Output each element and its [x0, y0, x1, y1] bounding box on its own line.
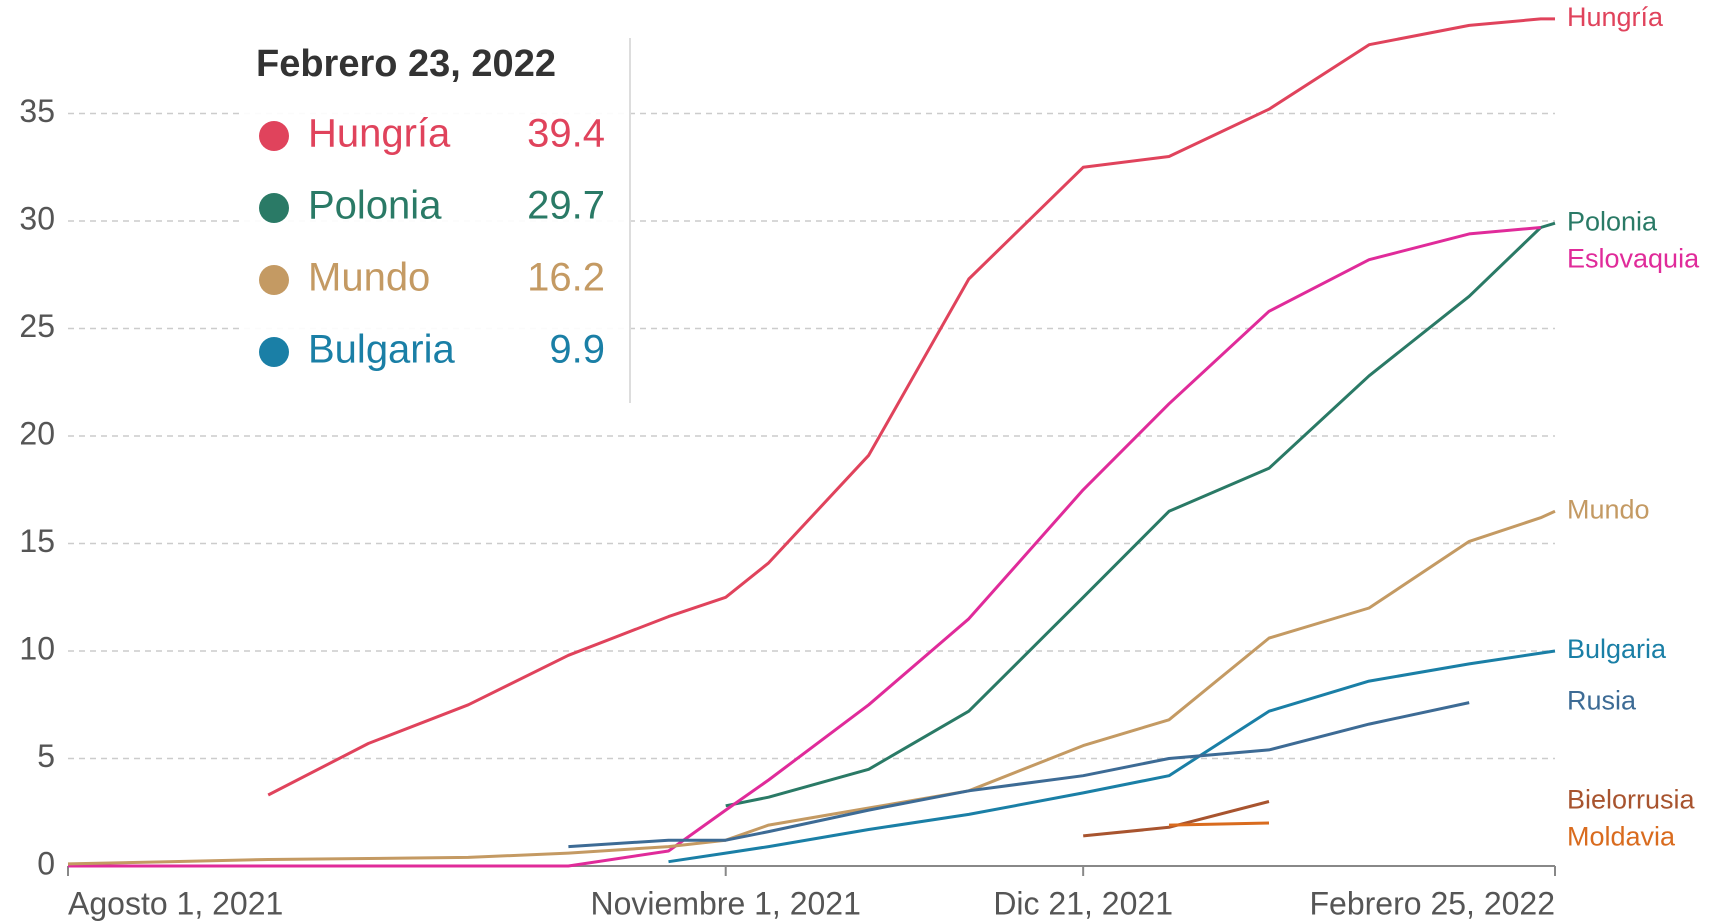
- series-line: [668, 649, 1556, 864]
- x-tick-label: Febrero 25, 2022: [1310, 885, 1556, 921]
- series-label: Hungría: [1567, 2, 1664, 32]
- tooltip: Febrero 23, 2022 Hungría 39.4 Polonia 29.7 Mu…: [240, 38, 631, 403]
- y-tick-label: 20: [19, 415, 55, 451]
- tooltip-value: 16.2: [527, 256, 605, 300]
- series-label: Bielorrusia: [1567, 785, 1696, 815]
- x-tick-label: Agosto 1, 2021: [68, 885, 283, 921]
- y-tick-label: 5: [37, 738, 55, 774]
- y-tick-label: 35: [19, 93, 55, 129]
- tooltip-dot: [259, 121, 289, 151]
- tooltip-dot: [259, 337, 289, 367]
- series-line: [68, 226, 1541, 868]
- tooltip-value: 9.9: [549, 328, 605, 372]
- series-line: [1083, 800, 1270, 838]
- series-line: [568, 701, 1470, 849]
- tooltip-name: Hungría: [308, 112, 451, 156]
- series-label: Eslovaquia: [1567, 243, 1700, 273]
- y-tick-label: 15: [19, 523, 55, 559]
- y-tick-label: 30: [19, 200, 55, 236]
- series-line: [267, 17, 1555, 797]
- y-tick-label: 25: [19, 308, 55, 344]
- series-label: Moldavia: [1567, 822, 1676, 852]
- series-label: Rusia: [1567, 686, 1637, 716]
- tooltip-name: Mundo: [308, 256, 430, 300]
- series-label: Bulgaria: [1567, 634, 1667, 664]
- tooltip-name: Polonia: [308, 184, 442, 228]
- tooltip-name: Bulgaria: [308, 328, 456, 372]
- tooltip-value: 39.4: [527, 112, 605, 156]
- tooltip-dot: [259, 265, 289, 295]
- x-tick-label: Noviembre 1, 2021: [591, 885, 861, 921]
- series-line: [67, 509, 1556, 866]
- y-tick-label: 0: [37, 845, 55, 881]
- y-tick-label: 10: [19, 630, 55, 666]
- tooltip-value: 29.7: [527, 184, 605, 228]
- series-label: Mundo: [1567, 494, 1650, 524]
- x-tick-label: Dic 21, 2021: [993, 885, 1173, 921]
- series-line: [1168, 821, 1270, 827]
- series-line: [725, 221, 1556, 808]
- series-label: Polonia: [1567, 206, 1658, 236]
- tooltip-bg: [240, 38, 630, 403]
- tooltip-title: Febrero 23, 2022: [256, 43, 556, 85]
- tooltip-dot: [259, 193, 289, 223]
